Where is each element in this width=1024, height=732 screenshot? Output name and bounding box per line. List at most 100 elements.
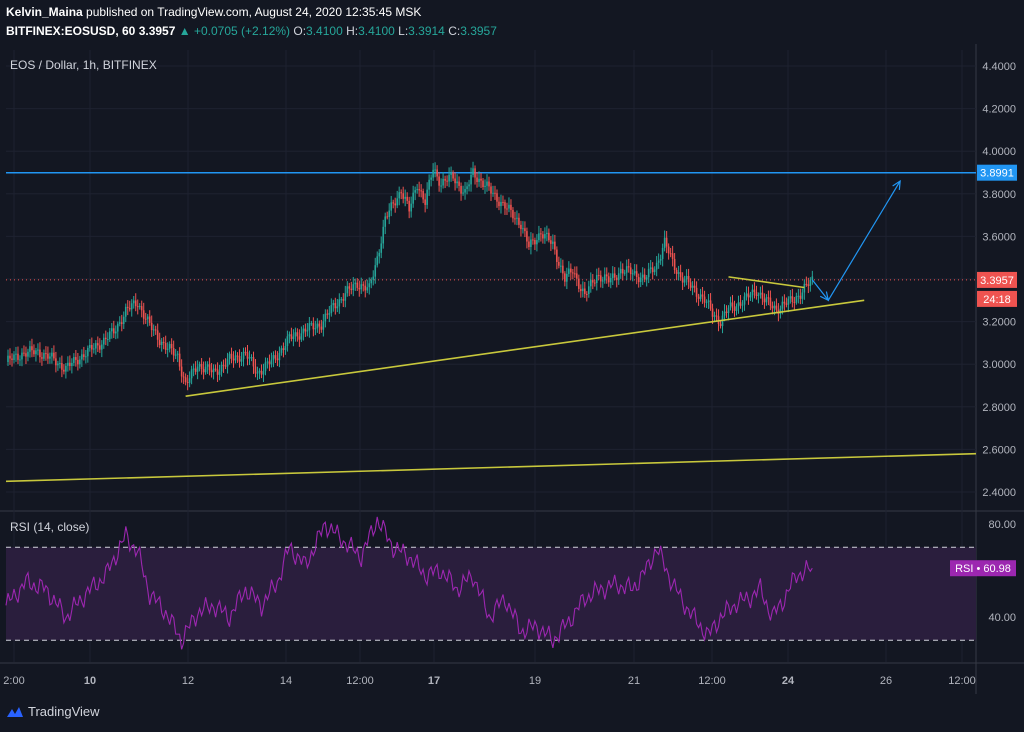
candle-body bbox=[188, 378, 191, 383]
candle-body bbox=[158, 339, 161, 346]
close-label: C: bbox=[448, 24, 461, 38]
candle-body bbox=[709, 300, 712, 309]
candle-body bbox=[639, 277, 642, 283]
candle-body bbox=[41, 357, 43, 359]
publish-info: Kelvin_Maina published on TradingView.co… bbox=[6, 5, 421, 19]
candle-body bbox=[142, 310, 145, 319]
candle-body bbox=[9, 355, 11, 359]
candle-body bbox=[799, 295, 802, 299]
candle-body bbox=[170, 343, 173, 349]
candle-body bbox=[384, 216, 387, 227]
candle-body bbox=[589, 279, 592, 287]
candle-body bbox=[316, 323, 319, 329]
candle-body bbox=[454, 178, 456, 184]
candle-body bbox=[412, 192, 414, 204]
time-tick-label: 21 bbox=[628, 675, 640, 687]
candle-body bbox=[464, 189, 466, 193]
candle-body bbox=[372, 276, 375, 280]
candle-body bbox=[597, 275, 600, 277]
candle-body bbox=[77, 359, 79, 365]
candle-body bbox=[85, 356, 87, 358]
trendline-long-term-support bbox=[5, 452, 977, 483]
time-tick-label: 12:00 bbox=[346, 675, 374, 687]
candle-body bbox=[102, 337, 105, 345]
candle-body bbox=[71, 362, 73, 367]
time-tick-label: 17 bbox=[428, 675, 440, 687]
candle-body bbox=[755, 292, 758, 296]
candle-body bbox=[130, 303, 133, 310]
price-tick-label: 2.4000 bbox=[982, 487, 1016, 499]
candle-body bbox=[631, 273, 634, 275]
candle-body bbox=[404, 196, 406, 199]
candle-body bbox=[318, 323, 321, 327]
candle-body bbox=[793, 301, 796, 303]
candle-body bbox=[420, 190, 422, 192]
tradingview-brand[interactable]: TradingView bbox=[6, 704, 100, 719]
candle-body bbox=[715, 315, 718, 317]
candle-body bbox=[194, 368, 197, 372]
candle-body bbox=[232, 358, 235, 361]
candle-body bbox=[629, 267, 632, 275]
candle-body bbox=[178, 353, 181, 367]
candle-body bbox=[140, 306, 143, 311]
candle-body bbox=[414, 190, 416, 193]
candle-body bbox=[156, 330, 159, 340]
candle-body bbox=[512, 209, 514, 219]
candle-body bbox=[49, 356, 51, 359]
candle-body bbox=[59, 363, 61, 365]
candle-body bbox=[576, 273, 578, 279]
candle-body bbox=[623, 272, 626, 274]
candle-body bbox=[368, 283, 371, 288]
candle-body bbox=[192, 368, 195, 370]
chart-canvas[interactable]: 4.40004.20004.00003.80003.60003.40003.20… bbox=[0, 44, 1024, 694]
candle-body bbox=[524, 228, 526, 232]
candle-body bbox=[779, 308, 782, 314]
candle-body bbox=[496, 193, 498, 202]
candle-body bbox=[242, 351, 245, 360]
candle-body bbox=[17, 353, 19, 360]
candle-body bbox=[647, 268, 650, 278]
candle-body bbox=[683, 279, 686, 283]
candle-body bbox=[665, 237, 668, 247]
candle-body bbox=[582, 288, 584, 292]
candle-body bbox=[516, 217, 518, 219]
candle-body bbox=[112, 328, 115, 334]
candle-body bbox=[164, 342, 167, 350]
high-value: 3.4100 bbox=[358, 24, 395, 38]
candle-body bbox=[73, 357, 75, 363]
symbol-line: BITFINEX:EOSUSD, 60 3.3957 ▲ +0.0705 (+2… bbox=[6, 24, 497, 38]
candle-body bbox=[476, 177, 478, 183]
candle-body bbox=[508, 204, 510, 209]
candle-body bbox=[659, 258, 662, 261]
candle-body bbox=[182, 376, 185, 378]
candle-body bbox=[366, 287, 369, 291]
candle-body bbox=[651, 267, 654, 273]
candle-body bbox=[625, 266, 628, 273]
candle-body bbox=[719, 323, 722, 327]
candle-body bbox=[805, 283, 808, 285]
last-price-text: 3.3957 bbox=[138, 24, 176, 38]
candle-body bbox=[645, 277, 648, 280]
candle-body bbox=[643, 274, 646, 280]
candle-body bbox=[93, 348, 95, 350]
candle-body bbox=[276, 358, 279, 361]
candle-body bbox=[677, 272, 680, 274]
candle-body bbox=[15, 353, 17, 355]
candle-body bbox=[470, 174, 472, 185]
candle-body bbox=[25, 353, 27, 357]
candle-body bbox=[769, 297, 772, 306]
rsi-value-badge-bg bbox=[950, 560, 1016, 577]
candle-body bbox=[494, 192, 496, 194]
candle-body bbox=[460, 185, 462, 194]
candle-body bbox=[548, 232, 550, 241]
candle-body bbox=[132, 300, 135, 304]
countdown-badge-bg bbox=[977, 290, 1017, 307]
candle-body bbox=[456, 181, 458, 184]
candle-body bbox=[685, 275, 688, 280]
time-tick-label: 10 bbox=[84, 675, 96, 687]
candle-body bbox=[564, 273, 566, 282]
candle-body bbox=[284, 346, 287, 351]
published-text: published on TradingView.com, August 24,… bbox=[86, 5, 422, 19]
candle-body bbox=[679, 272, 682, 278]
candle-body bbox=[609, 278, 612, 283]
